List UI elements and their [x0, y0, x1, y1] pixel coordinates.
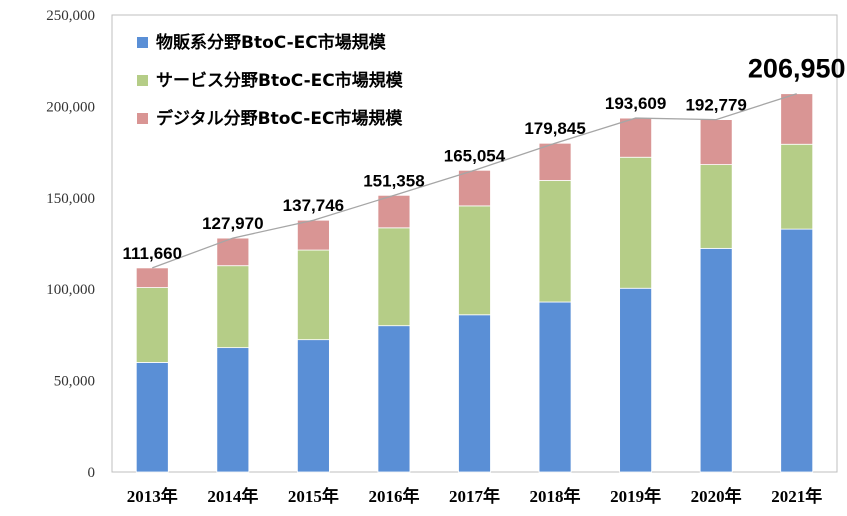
y-tick-label: 50,000 — [54, 374, 95, 390]
bar-segment-series-2 — [619, 156, 653, 289]
x-tick-label: 2020年 — [691, 486, 742, 506]
bar-segment-series-3 — [377, 194, 411, 229]
bar-segment-series-1 — [458, 314, 491, 473]
total-data-label: 165,054 — [444, 146, 506, 165]
bar-segment-series-2 — [538, 180, 572, 303]
total-data-label: 127,970 — [202, 214, 263, 233]
bar-segment-series-1 — [135, 362, 169, 473]
bar-segment-series-2 — [135, 287, 169, 363]
total-data-label: 193,609 — [605, 94, 666, 113]
legend-label: 物販系分野BtoC-EC市場規模 — [156, 32, 387, 53]
legend-label: サービス分野BtoC-EC市場規模 — [156, 70, 404, 91]
bar-segment-series-1 — [699, 247, 733, 473]
y-tick-label: 250,000 — [46, 8, 95, 24]
total-data-label: 151,358 — [363, 171, 424, 190]
x-tick-label: 2021年 — [771, 486, 822, 506]
x-tick-label: 2019年 — [610, 486, 661, 506]
total-data-label: 192,779 — [685, 96, 746, 115]
total-labels: 111,660 127,970 137,746 151,358 165,054 179,8… — [122, 54, 845, 263]
y-axis: 0 50,000 100,000 150,000 200,000 250,000 — [46, 8, 95, 481]
bar-series-group — [135, 93, 814, 473]
bar-segment-series-1 — [538, 301, 572, 473]
bar-segment-series-2 — [296, 249, 330, 341]
x-tick-label: 2018年 — [530, 486, 581, 506]
x-tick-label: 2015年 — [288, 486, 339, 506]
total-data-label: 137,746 — [283, 196, 344, 215]
bar-segment-series-3 — [458, 169, 491, 207]
x-tick-label: 2016年 — [368, 486, 419, 506]
bar-segment-series-1 — [619, 287, 653, 473]
bar-segment-series-1 — [296, 339, 330, 473]
bar-segment-series-2 — [780, 143, 814, 230]
bar-segment-series-2 — [216, 265, 250, 349]
legend-swatch — [137, 113, 148, 124]
bar-segment-series-2 — [377, 227, 411, 327]
legend-swatch — [137, 75, 148, 86]
bar-segment-series-3 — [619, 117, 653, 158]
x-axis: 2013年 2014年 2015年 2016年 2017年 2018年 2019年 2020年… — [127, 486, 822, 506]
bar-segment-series-3 — [699, 119, 733, 165]
bar-segment-series-1 — [780, 228, 814, 473]
x-tick-label: 2013年 — [127, 486, 178, 506]
bar-segment-series-1 — [216, 347, 250, 473]
y-tick-label: 100,000 — [46, 282, 95, 298]
bar-segment-series-2 — [699, 164, 733, 249]
total-data-label: 111,660 — [122, 244, 182, 263]
y-tick-label: 150,000 — [46, 191, 95, 207]
x-tick-label: 2017年 — [449, 486, 500, 506]
total-data-label: 206,950 — [748, 54, 846, 84]
bar-segment-series-1 — [377, 325, 411, 473]
y-tick-label: 200,000 — [46, 99, 95, 115]
bar-segment-series-3 — [780, 93, 814, 145]
legend-label: デジタル分野BtoC-EC市場規模 — [156, 108, 403, 129]
total-data-label: 179,845 — [524, 119, 585, 138]
bar-segment-series-3 — [296, 219, 330, 251]
legend-swatch — [137, 37, 148, 48]
bar-segment-series-2 — [458, 205, 491, 316]
bar-segment-series-3 — [538, 142, 572, 181]
bar-segment-series-3 — [135, 267, 169, 288]
legend: 物販系分野BtoC-EC市場規模サービス分野BtoC-EC市場規模デジタル分野B… — [137, 32, 404, 129]
x-tick-label: 2014年 — [207, 486, 258, 506]
total-trend-line — [152, 93, 797, 269]
y-tick-label: 0 — [88, 465, 96, 481]
